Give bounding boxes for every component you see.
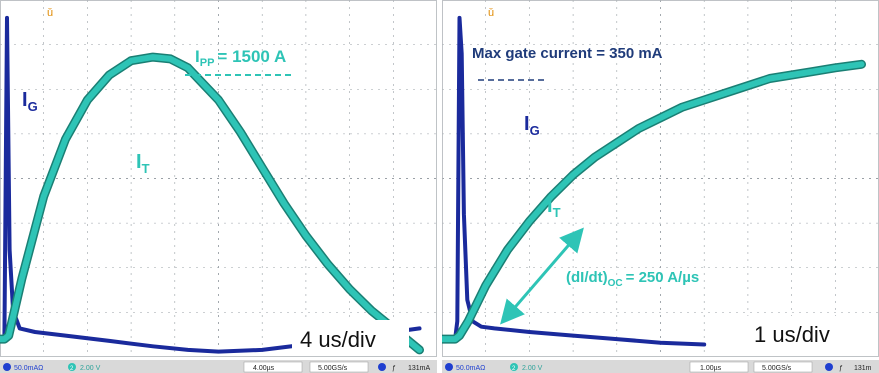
it-label-left: IT <box>136 151 150 176</box>
ch2-scale: 2.00 V <box>522 365 543 372</box>
ig-label-left: IG <box>22 89 38 114</box>
time-scale: 4.00µs <box>253 365 275 372</box>
timebase-box-left <box>292 320 409 356</box>
status-bar-right: 50.0mAΩ 2 2.00 V 1.00µs 5.00GS/s ƒ 131m <box>442 360 879 373</box>
ch1-scale: 50.0mAΩ <box>456 365 485 372</box>
series-it-line <box>442 61 865 343</box>
ch2-badge-icon <box>510 363 518 371</box>
trigger-level: 131m <box>854 365 872 372</box>
timebase-label-right: 1 us/div <box>754 322 830 347</box>
timebase-label-left: 4 us/div <box>300 327 376 352</box>
series-it-line <box>0 54 423 353</box>
ch2-scale: 2.00 V <box>80 365 101 372</box>
oscilloscope-left: ǔ IG IT IPP = 1500 A 4 us/div 50.0mAΩ 2 2… <box>0 0 437 373</box>
max-gate-annotation: Max gate current = 350 mA <box>472 45 663 62</box>
svg-text:2: 2 <box>512 366 516 372</box>
trigger-marker-icon: ǔ <box>47 7 53 19</box>
ig-label-right: IG <box>524 113 540 138</box>
grid-left <box>0 0 437 357</box>
didt-annotation: (dI/dt)OC = 250 A/µs <box>566 269 699 289</box>
trigger-level: 131mA <box>408 365 431 372</box>
time-scale: 1.00µs <box>700 365 722 372</box>
it-label-right: IT <box>547 195 561 220</box>
timebase-box-right <box>744 316 864 352</box>
svg-text:ƒ: ƒ <box>839 365 843 372</box>
sample-rate: 5.00GS/s <box>762 365 792 372</box>
ch1-badge-icon <box>445 363 453 371</box>
svg-text:ƒ: ƒ <box>392 365 396 372</box>
ch2-badge-icon <box>68 363 76 371</box>
grid-right <box>442 0 879 357</box>
svg-text:2: 2 <box>70 366 74 372</box>
trigger-marker-icon: ǔ <box>488 7 494 19</box>
waveform-plot-right: ǔ Max gate current = 350 mA IG IT (dI/dt… <box>442 0 879 373</box>
waveform-plot-left: ǔ IG IT IPP = 1500 A 4 us/div 50.0mAΩ 2 2… <box>0 0 437 373</box>
status-bar-left: 50.0mAΩ 2 2.00 V 4.00µs 5.00GS/s ƒ 131mA <box>0 360 437 373</box>
ch1-badge-icon <box>3 363 11 371</box>
series-right <box>442 15 866 347</box>
oscilloscope-right: ǔ Max gate current = 350 mA IG IT (dI/dt… <box>442 0 879 373</box>
ch1-scale: 50.0mAΩ <box>14 365 43 372</box>
ipp-annotation: IPP = 1500 A <box>195 47 286 69</box>
sample-rate: 5.00GS/s <box>318 365 348 372</box>
didt-arrow-icon <box>500 227 584 325</box>
